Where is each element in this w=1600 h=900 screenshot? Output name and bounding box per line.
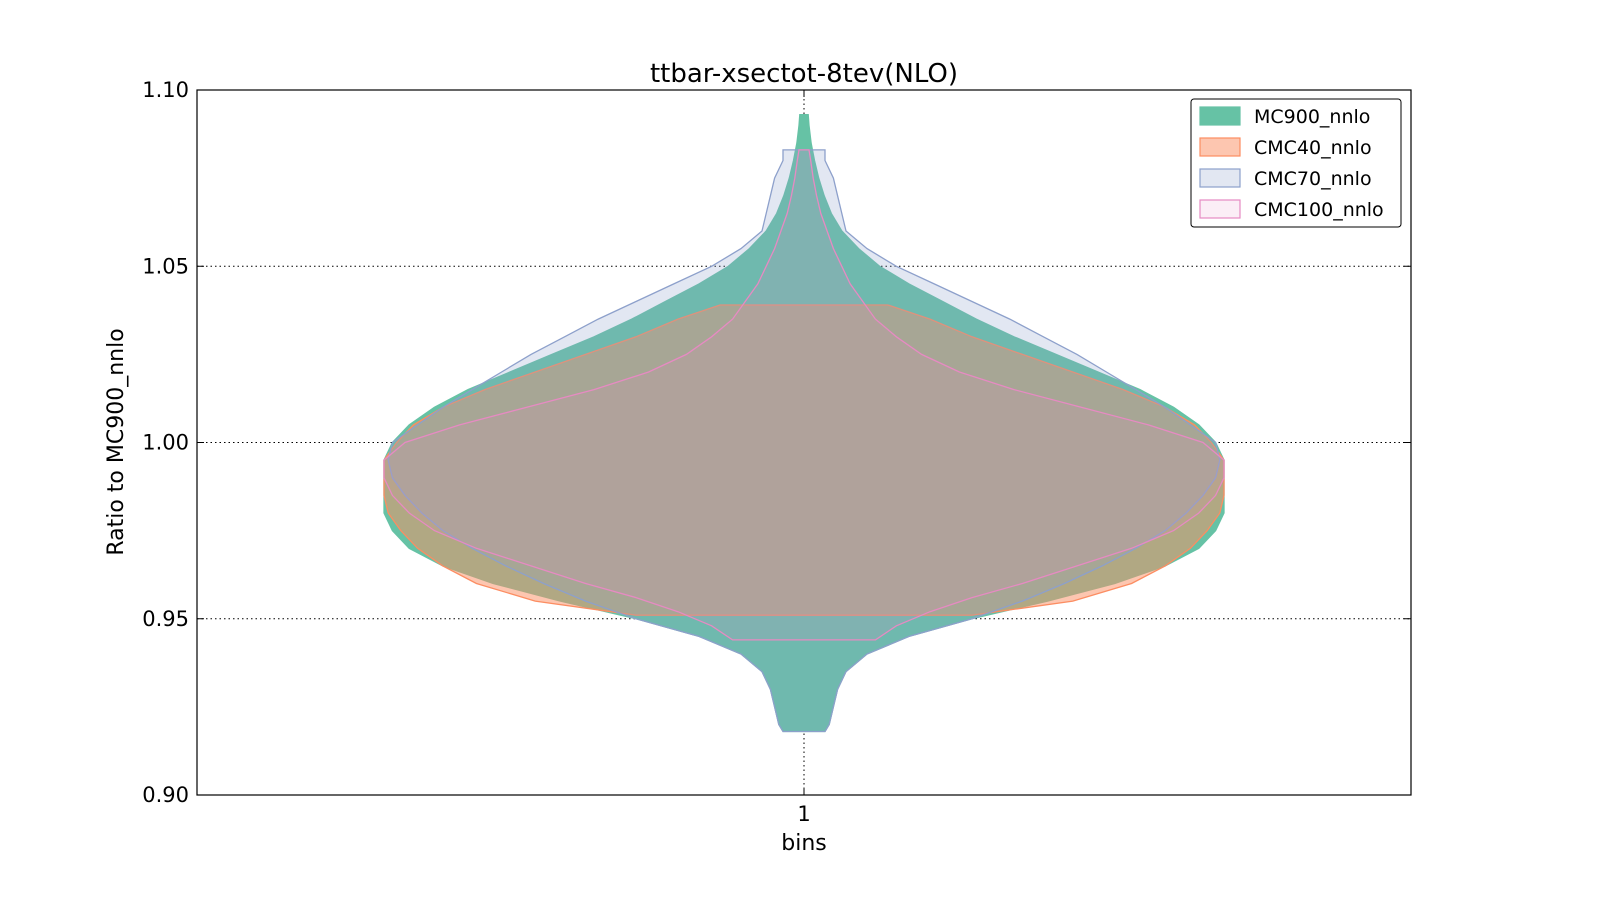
tick-layer: 0.90 0.95 1.00 1.05 1.10 1 <box>142 78 1411 826</box>
legend-swatch <box>1199 168 1241 188</box>
violin-cmc100-nnlo <box>383 149 1225 641</box>
legend-box <box>1190 98 1402 228</box>
y-tick-label: 0.95 <box>142 607 189 631</box>
chart-title: ttbar-xsectot-8tev(NLO) <box>650 59 958 89</box>
y-tick-label: 0.90 <box>142 783 189 807</box>
violin-layer <box>383 114 1225 733</box>
legend: MC900_nnlo CMC40_nnlo CMC70_nnlo CMC100_nnl… <box>1190 98 1402 228</box>
x-axis-label: bins <box>781 831 826 856</box>
legend-label: MC900_nnlo <box>1254 106 1370 128</box>
legend-swatch <box>1199 199 1241 219</box>
x-tick-label: 1 <box>797 802 810 826</box>
legend-label: CMC40_nnlo <box>1254 137 1372 159</box>
legend-label: CMC70_nnlo <box>1254 168 1372 190</box>
y-tick-label: 1.00 <box>142 431 189 455</box>
legend-swatch <box>1199 106 1241 126</box>
y-tick-label: 1.10 <box>142 78 189 102</box>
violin-cmc40-nnlo <box>383 304 1225 616</box>
legend-label: CMC100_nnlo <box>1254 199 1384 221</box>
y-tick-label: 1.05 <box>142 254 189 278</box>
y-axis-label: Ratio to MC900_nnlo <box>104 328 129 555</box>
legend-swatch <box>1199 137 1241 157</box>
